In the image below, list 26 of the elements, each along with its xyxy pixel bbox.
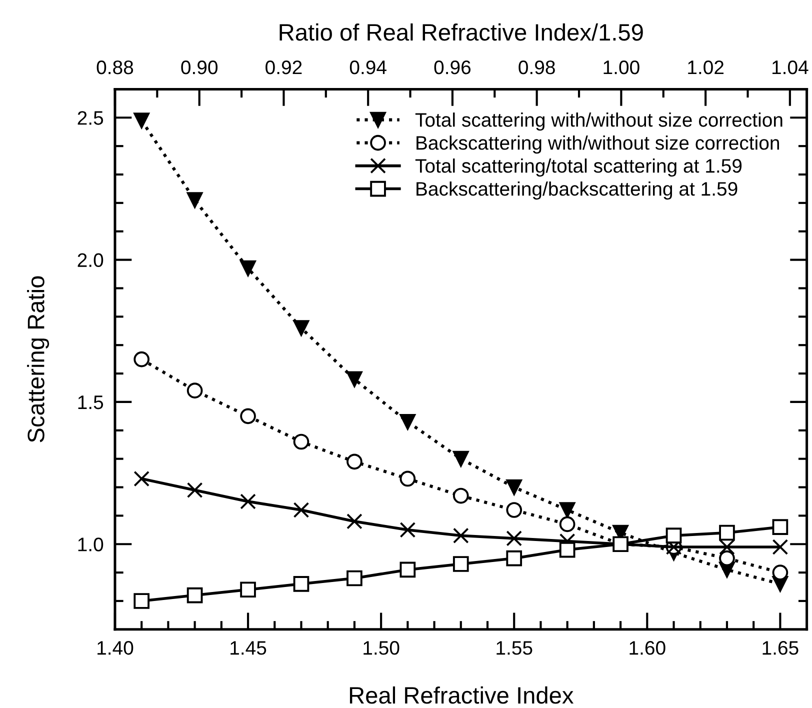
- x-tick-label: 1.60: [630, 641, 666, 655]
- x2-tick-label: 1.04: [772, 60, 808, 74]
- y-axis-title: Scattering Ratio: [27, 276, 50, 442]
- legend-label: Total scattering with/without size correction: [415, 112, 782, 131]
- x-tick-label: 1.55: [496, 641, 532, 655]
- legend-label: Backscattering/backscattering at 1.59: [416, 182, 738, 200]
- x-tick-label: 1.45: [230, 641, 266, 655]
- x2-tick-label: 0.98: [518, 60, 555, 74]
- y-tick-label: 1.5: [78, 396, 104, 410]
- x-tick-label: 1.50: [364, 641, 400, 655]
- x2-tick-label: 0.90: [181, 60, 218, 74]
- y-tick-label: 2.0: [78, 253, 104, 268]
- x2-tick-label: 1.02: [688, 60, 724, 74]
- x2-tick-label: 0.92: [266, 60, 302, 74]
- x2-tick-label: 0.88: [96, 60, 134, 74]
- y-tick-label: 1.0: [78, 538, 104, 552]
- x-tick-label: 1.40: [98, 641, 134, 655]
- x2-tick-label: 0.94: [350, 60, 386, 74]
- legend-label: Backscattering with/without size correction: [416, 136, 779, 154]
- x2-axis-title: Ratio of Real Refractive Index/1.59: [280, 23, 643, 41]
- legend-label: Total scattering/total scattering at 1.59: [415, 158, 742, 177]
- y-tick-label: 2.5: [78, 111, 104, 125]
- x-axis-title: Real Refractive Index: [350, 686, 574, 704]
- x-tick-label: 1.65: [762, 641, 798, 655]
- x2-tick-label: 1.00: [604, 60, 640, 74]
- x2-tick-label: 0.96: [434, 60, 471, 74]
